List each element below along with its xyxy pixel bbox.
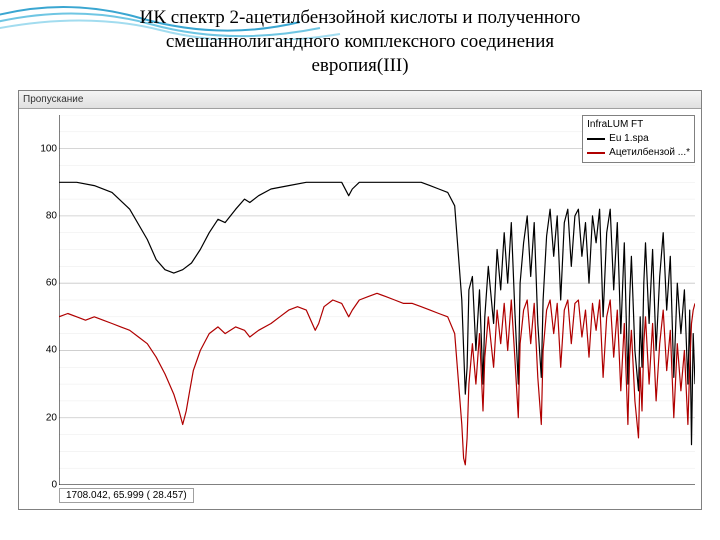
legend-item-1: Eu 1.spa — [587, 132, 690, 146]
y-tick-label: 100 — [23, 143, 57, 154]
title-line-2: смешаннолигандного комплексного соединен… — [166, 31, 554, 52]
ir-spectrum-chart: Пропускание 0 20 40 60 80 100 InfraLUM FT Eu … — [18, 90, 702, 510]
legend-item-2: Ацетилбензой ...* — [587, 146, 690, 160]
title-line-1: ИК спектр 2-ацетилбензойной кислоты и по… — [140, 7, 581, 28]
legend-label-1: Eu 1.spa — [609, 132, 648, 146]
series-Eu_complex — [59, 182, 695, 444]
y-tick-label: 80 — [23, 210, 57, 221]
legend-box: InfraLUM FT Eu 1.spa Ацетилбензой ...* — [582, 115, 695, 163]
y-axis-labels: 020406080100 — [19, 115, 57, 485]
coordinate-readout: 1708.042, 65.999 ( 28.457) — [59, 488, 194, 503]
legend-label-2: Ацетилбензой ...* — [609, 146, 690, 160]
slide: ИК спектр 2-ацетилбензойной кислоты и по… — [0, 0, 720, 540]
y-tick-label: 0 — [23, 480, 57, 491]
series-acetylbenzoic_acid — [59, 293, 695, 465]
legend-swatch-2 — [587, 152, 605, 154]
plot-area — [59, 115, 695, 485]
y-tick-label: 20 — [23, 412, 57, 423]
title-line-3: европия(III) — [311, 55, 408, 76]
slide-title: ИК спектр 2-ацетилбензойной кислоты и по… — [0, 6, 720, 77]
y-tick-label: 60 — [23, 278, 57, 289]
legend-title: InfraLUM FT — [587, 118, 690, 132]
chart-header-label: Пропускание — [19, 91, 701, 109]
y-tick-label: 40 — [23, 345, 57, 356]
legend-swatch-1 — [587, 138, 605, 140]
